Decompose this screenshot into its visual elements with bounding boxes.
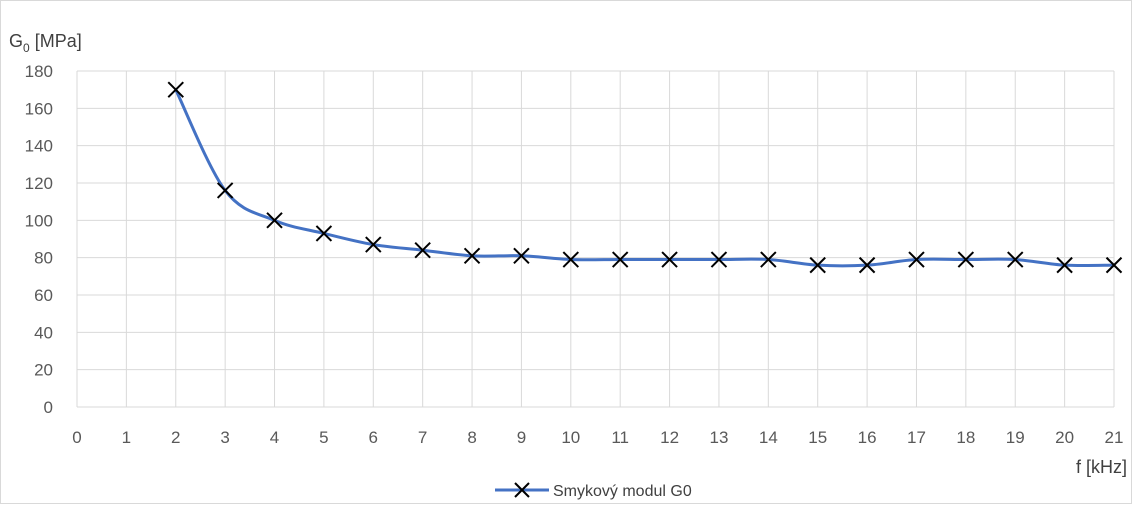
y-tick-label: 140	[25, 137, 53, 156]
y-tick-label: 20	[34, 361, 53, 380]
data-point-marker	[414, 241, 431, 259]
x-tick-label: 20	[1055, 428, 1074, 447]
y-tick-label: 0	[44, 398, 53, 417]
data-point-marker	[957, 251, 975, 268]
data-point-marker	[611, 251, 629, 268]
x-tick-label: 9	[517, 428, 526, 447]
x-axis-title: f [kHz]	[1076, 457, 1127, 477]
data-point-marker	[365, 236, 382, 253]
data-point-marker	[463, 247, 481, 265]
data-point-marker	[760, 251, 777, 268]
data-point-marker	[809, 256, 826, 274]
y-tick-label: 100	[25, 211, 53, 230]
x-tick-label: 15	[808, 428, 827, 447]
data-point-marker	[315, 225, 333, 242]
y-tick-label: 80	[34, 249, 53, 268]
x-tick-label: 18	[956, 428, 975, 447]
x-tick-label: 7	[418, 428, 427, 447]
x-tick-label: 0	[72, 428, 81, 447]
data-point-marker	[513, 247, 530, 265]
x-tick-label: 21	[1105, 428, 1124, 447]
x-tick-label: 13	[709, 428, 728, 447]
x-tick-label: 14	[759, 428, 778, 447]
data-point-marker	[710, 251, 728, 268]
data-point-marker	[1105, 256, 1123, 274]
x-tick-label: 6	[369, 428, 378, 447]
x-tick-label: 3	[220, 428, 229, 447]
data-point-marker	[661, 251, 678, 268]
x-tick-label: 1	[122, 428, 131, 447]
x-tick-label: 4	[270, 428, 279, 447]
y-axis-title: G0 [MPa]	[9, 31, 82, 55]
x-tick-label: 8	[467, 428, 476, 447]
y-tick-label: 180	[25, 62, 53, 81]
grid-lines	[76, 70, 1115, 408]
legend-marker-x	[514, 482, 530, 498]
x-tick-label: 5	[319, 428, 328, 447]
x-tick-label: 12	[660, 428, 679, 447]
x-tick-label: 11	[611, 428, 629, 447]
legend: Smykový modul G0	[495, 482, 692, 500]
series-group	[167, 81, 1123, 274]
y-axis-title-unit: [MPa]	[30, 31, 82, 51]
data-point-marker	[858, 256, 876, 274]
data-point-marker	[562, 251, 580, 268]
x-tick-label: 17	[907, 428, 926, 447]
y-tick-label: 160	[25, 99, 53, 118]
x-tick-labels: 0 1 2 3 4 5 6 7 8 9 10 11 12 13 14 15 16 17 18 19 20 21	[72, 428, 1123, 447]
data-point-marker	[1056, 256, 1073, 274]
y-tick-labels: 0 20 40 60 80 100 120 140 160 180	[25, 62, 53, 417]
data-point-marker	[1007, 251, 1024, 268]
y-tick-label: 60	[34, 286, 53, 305]
x-tick-label: 2	[171, 428, 180, 447]
y-tick-label: 40	[34, 323, 53, 342]
data-point-marker	[216, 182, 234, 199]
x-tick-label: 16	[858, 428, 877, 447]
y-axis-title-subscript: 0	[23, 41, 30, 55]
data-point-marker	[167, 81, 184, 98]
x-tick-label: 10	[561, 428, 580, 447]
x-tick-label: 19	[1006, 428, 1025, 447]
y-axis-title-main: G	[9, 31, 23, 51]
data-point-marker	[266, 212, 283, 229]
legend-label: Smykový modul G0	[553, 483, 692, 500]
data-point-marker	[908, 251, 925, 268]
y-tick-label: 120	[25, 174, 53, 193]
